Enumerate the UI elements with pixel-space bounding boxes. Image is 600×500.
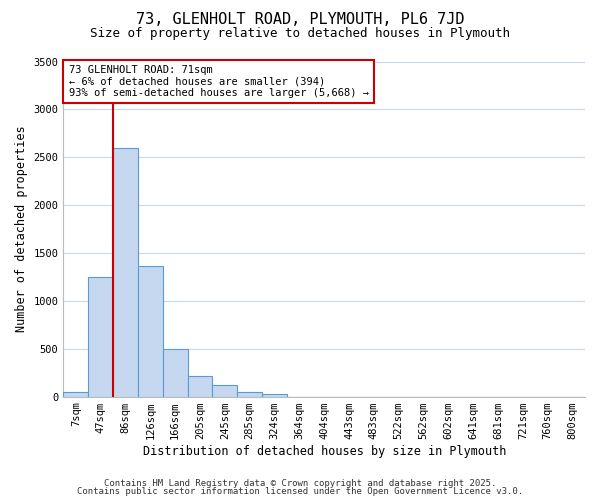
Bar (262, 394, 287, 396)
Bar (188, 376, 212, 396)
Bar (237, 392, 262, 396)
Y-axis label: Number of detached properties: Number of detached properties (15, 126, 28, 332)
Bar (64, 392, 88, 396)
Bar (113, 148, 138, 396)
Bar (88, 277, 113, 396)
Bar (163, 348, 188, 397)
Text: 73 GLENHOLT ROAD: 71sqm
← 6% of detached houses are smaller (394)
93% of semi-de: 73 GLENHOLT ROAD: 71sqm ← 6% of detached… (68, 65, 368, 98)
Text: 73, GLENHOLT ROAD, PLYMOUTH, PL6 7JD: 73, GLENHOLT ROAD, PLYMOUTH, PL6 7JD (136, 12, 464, 28)
X-axis label: Distribution of detached houses by size in Plymouth: Distribution of detached houses by size … (143, 444, 506, 458)
Bar (138, 266, 163, 396)
Bar (212, 384, 237, 396)
Text: Contains HM Land Registry data © Crown copyright and database right 2025.: Contains HM Land Registry data © Crown c… (104, 478, 496, 488)
Text: Size of property relative to detached houses in Plymouth: Size of property relative to detached ho… (90, 28, 510, 40)
Text: Contains public sector information licensed under the Open Government Licence v3: Contains public sector information licen… (77, 487, 523, 496)
